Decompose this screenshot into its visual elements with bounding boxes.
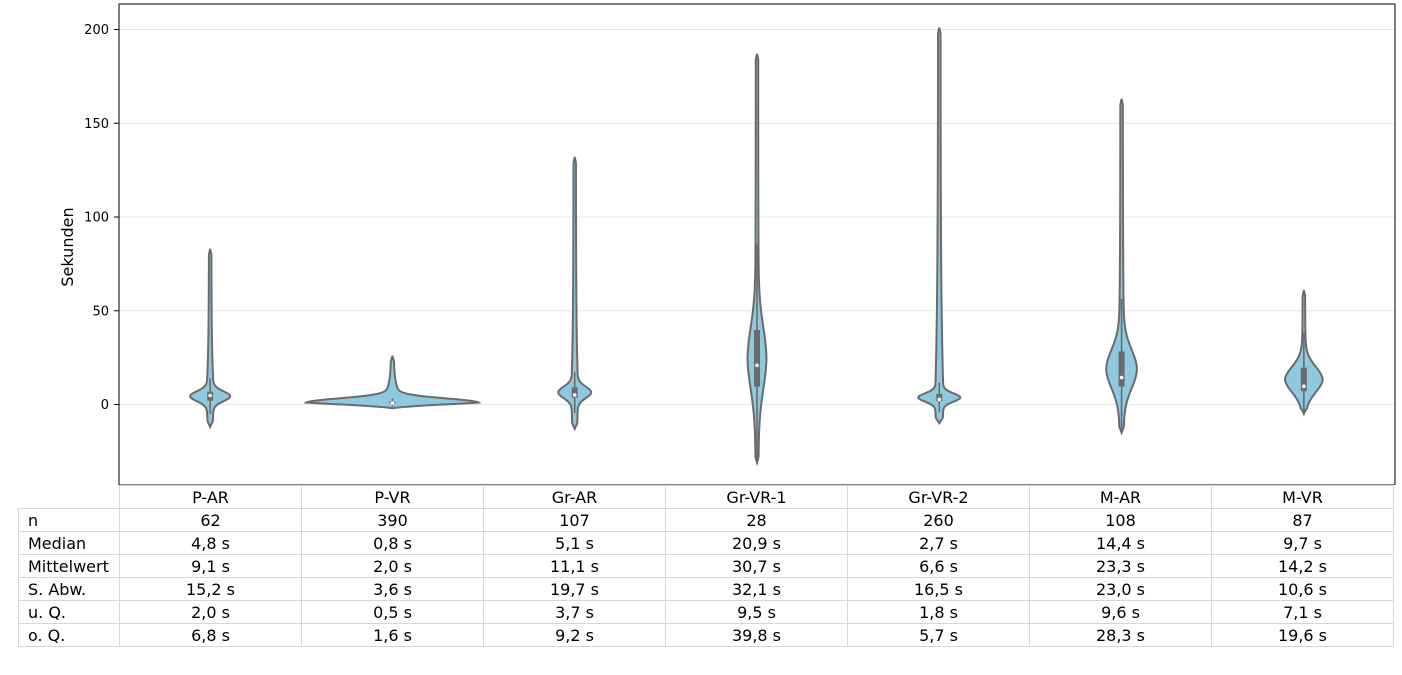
table-cell: 9,2 s [483,623,666,647]
table-cell: 7,1 s [1211,600,1394,624]
column-header: Gr-AR [483,485,666,509]
median-marker-p-ar [208,393,212,398]
table-cell: 23,0 s [1029,577,1212,601]
table-cell: 1,8 s [847,600,1030,624]
row-label: S. Abw. [18,577,120,601]
iqr-box-gr-ar [571,387,578,398]
table-cell: 87 [1211,508,1394,532]
row-label: o. Q. [18,623,120,647]
table-cell: 11,1 s [483,554,666,578]
table-cell: 3,6 s [301,577,484,601]
table-cell: 3,7 s [483,600,666,624]
table-cell: 14,4 s [1029,531,1212,555]
violin-p-ar [189,248,232,430]
table-cell: 9,1 s [119,554,302,578]
table-cell: 260 [847,508,1030,532]
iqr-box-m-vr [1300,367,1307,392]
statistics-table: P-AR P-VR Gr-AR Gr-VR-1 Gr-VR-2 M-AR M-VR n 62 3… [18,485,1394,647]
median-marker-m-ar [1119,375,1124,380]
table-cell: 5,1 s [483,531,666,555]
table-cell: 28 [665,508,848,532]
y-axis-label: Sekunden [58,207,77,286]
median-marker-gr-ar [572,393,577,397]
table-cell: 108 [1029,508,1212,532]
table-cell: 28,3 s [1029,623,1212,647]
table-cell: 0,8 s [301,531,484,555]
table-cell: 390 [301,508,484,532]
column-header: P-VR [301,485,484,509]
table-cell: 30,7 s [665,554,848,578]
row-label: u. Q. [18,600,120,624]
violin-m-ar [1105,98,1138,436]
table-cell: 23,3 s [1029,554,1212,578]
iqr-box-gr-vr-1 [754,329,760,387]
table-row: Mittelwert 9,1 s 2,0 s 11,1 s 30,7 s 6,6 s 23,… [18,554,1394,578]
y-axis-ticks: 0 50 100 150 200 [84,23,119,413]
iqr-box-m-ar [1118,351,1125,387]
table-cell: 62 [119,508,302,532]
violins [189,27,1324,467]
table-cell: 39,8 s [665,623,848,647]
table-cell: 14,2 s [1211,554,1394,578]
table-cell: 6,6 s [847,554,1030,578]
violin-gr-ar [557,156,593,432]
column-header: Gr-VR-2 [847,485,1030,509]
table-cell: 5,7 s [847,623,1030,647]
table-cell: 19,7 s [483,577,666,601]
column-header: M-VR [1211,485,1394,509]
violin-gr-vr-2 [917,27,962,426]
table-cell: 9,7 s [1211,531,1394,555]
y-tick-label: 200 [84,23,109,38]
median-marker-m-vr [1302,384,1306,389]
table-cell: 9,6 s [1029,600,1212,624]
violin-chart: 0 50 100 150 200 Sekunden [58,3,1396,485]
table-header-row: P-AR P-VR Gr-AR Gr-VR-1 Gr-VR-2 M-AR M-VR [18,485,1394,509]
table-row: S. Abw. 15,2 s 3,6 s 19,7 s 32,1 s 16,5 s 23,0… [18,577,1394,601]
table-row: u. Q. 2,0 s 0,5 s 3,7 s 9,5 s 1,8 s 9,6 s 7,1 s [18,600,1394,624]
row-label: n [18,508,120,532]
table-row: o. Q. 6,8 s 1,6 s 9,2 s 39,8 s 5,7 s 28,3 s 19,… [18,623,1394,647]
table-cell: 16,5 s [847,577,1030,601]
table-cell: 19,6 s [1211,623,1394,647]
y-tick-label: 50 [92,304,109,319]
table-cell: 107 [483,508,666,532]
column-header: Gr-VR-1 [665,485,848,509]
table-cell: 4,8 s [119,531,302,555]
table-row: Median 4,8 s 0,8 s 5,1 s 20,9 s 2,7 s 14,4 s 9,… [18,531,1394,555]
y-tick-label: 100 [84,211,109,226]
table-cell: 10,6 s [1211,577,1394,601]
table-cell: 20,9 s [665,531,848,555]
iqr-box-gr-vr-2 [936,393,943,402]
table-cell: 2,7 s [847,531,1030,555]
table-row: n 62 390 107 28 260 108 87 [18,508,1394,532]
table-cell: 32,1 s [665,577,848,601]
row-label: Mittelwert [18,554,120,578]
median-marker-p-vr [390,401,395,405]
median-marker-gr-vr-1 [755,363,759,368]
violin-p-vr [303,355,482,410]
table-cell: 2,0 s [119,600,302,624]
table-cell: 15,2 s [119,577,302,601]
table-cell: 1,6 s [301,623,484,647]
table-cell: 6,8 s [119,623,302,647]
table-body: n 62 390 107 28 260 108 87 Median 4,8 s 0,8 s 5,1 s… [18,508,1394,647]
y-tick-label: 0 [101,398,109,413]
column-header: M-AR [1029,485,1212,509]
row-label: Median [18,531,120,555]
table-cell: 0,5 s [301,600,484,624]
table-cell: 9,5 s [665,600,848,624]
column-header: P-AR [119,485,302,509]
y-tick-label: 150 [84,117,109,132]
plot-frame [118,3,1396,485]
median-marker-gr-vr-2 [937,397,942,402]
table-corner [18,485,120,509]
table-cell: 2,0 s [301,554,484,578]
